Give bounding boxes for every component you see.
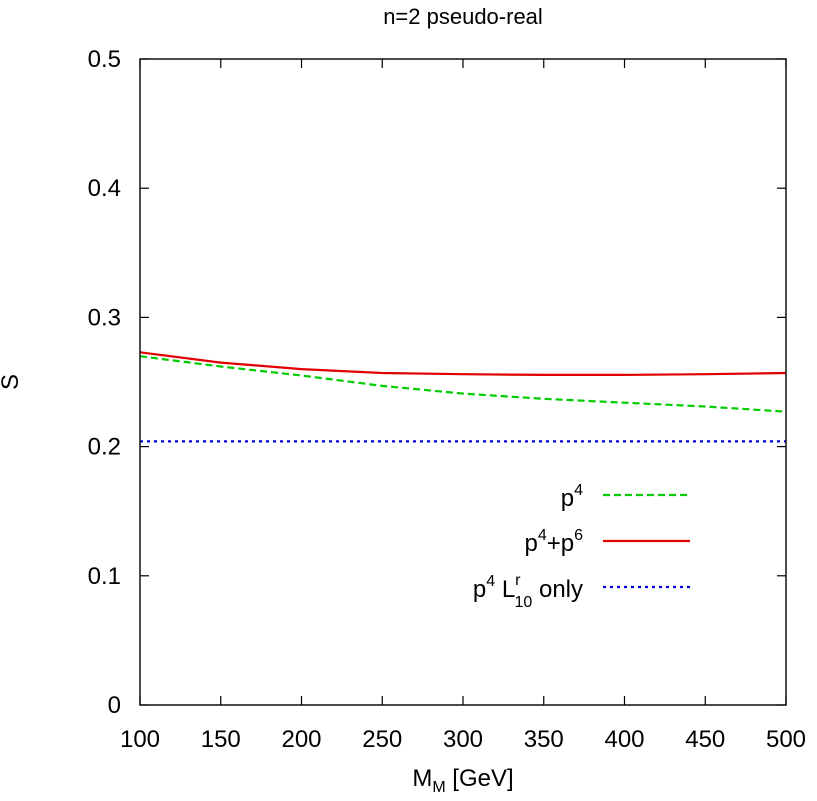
legend-label-p4: p4 [561, 482, 583, 512]
x-axis-label-main: M [412, 765, 432, 792]
series-group [139, 351, 787, 443]
x-tick-label: 150 [201, 726, 241, 753]
x-tick-label: 350 [524, 726, 564, 753]
series-line-1 [139, 351, 787, 376]
series-line-0 [139, 355, 787, 413]
y-tick-label: 0.4 [88, 175, 121, 202]
y-tick-label: 0.5 [88, 46, 121, 73]
x-tick-label: 100 [120, 726, 160, 753]
y-axis-label: S [0, 374, 24, 390]
axis-ticks [139, 58, 787, 706]
legend: p4 p4+p6 p4 Lr 10 only [473, 482, 690, 611]
x-tick-label: 250 [362, 726, 402, 753]
y-tick-labels: 0 0.1 0.2 0.3 0.4 0.5 [88, 46, 121, 719]
x-tick-label: 200 [281, 726, 321, 753]
y-tick-label: 0.1 [88, 563, 121, 590]
x-tick-label: 400 [604, 726, 644, 753]
y-tick-label: 0.2 [88, 434, 121, 461]
legend-label-p4p6: p4+p6 [524, 527, 583, 557]
x-tick-label: 450 [685, 726, 725, 753]
y-tick-label: 0 [108, 692, 121, 719]
x-tick-label: 300 [443, 726, 483, 753]
x-tick-labels: 100 150 200 250 300 350 400 450 500 [120, 726, 806, 753]
x-tick-label: 500 [766, 726, 806, 753]
y-tick-label: 0.3 [88, 304, 121, 331]
x-axis-label: MM [GeV] [412, 765, 513, 796]
legend-label-l10: p4 Lr 10 only [473, 572, 583, 611]
x-axis-label-unit: [GeV] [446, 765, 514, 792]
plot-frame [139, 58, 787, 706]
x-axis-label-sub: M [432, 779, 445, 796]
chart-title: n=2 pseudo-real [383, 4, 543, 29]
